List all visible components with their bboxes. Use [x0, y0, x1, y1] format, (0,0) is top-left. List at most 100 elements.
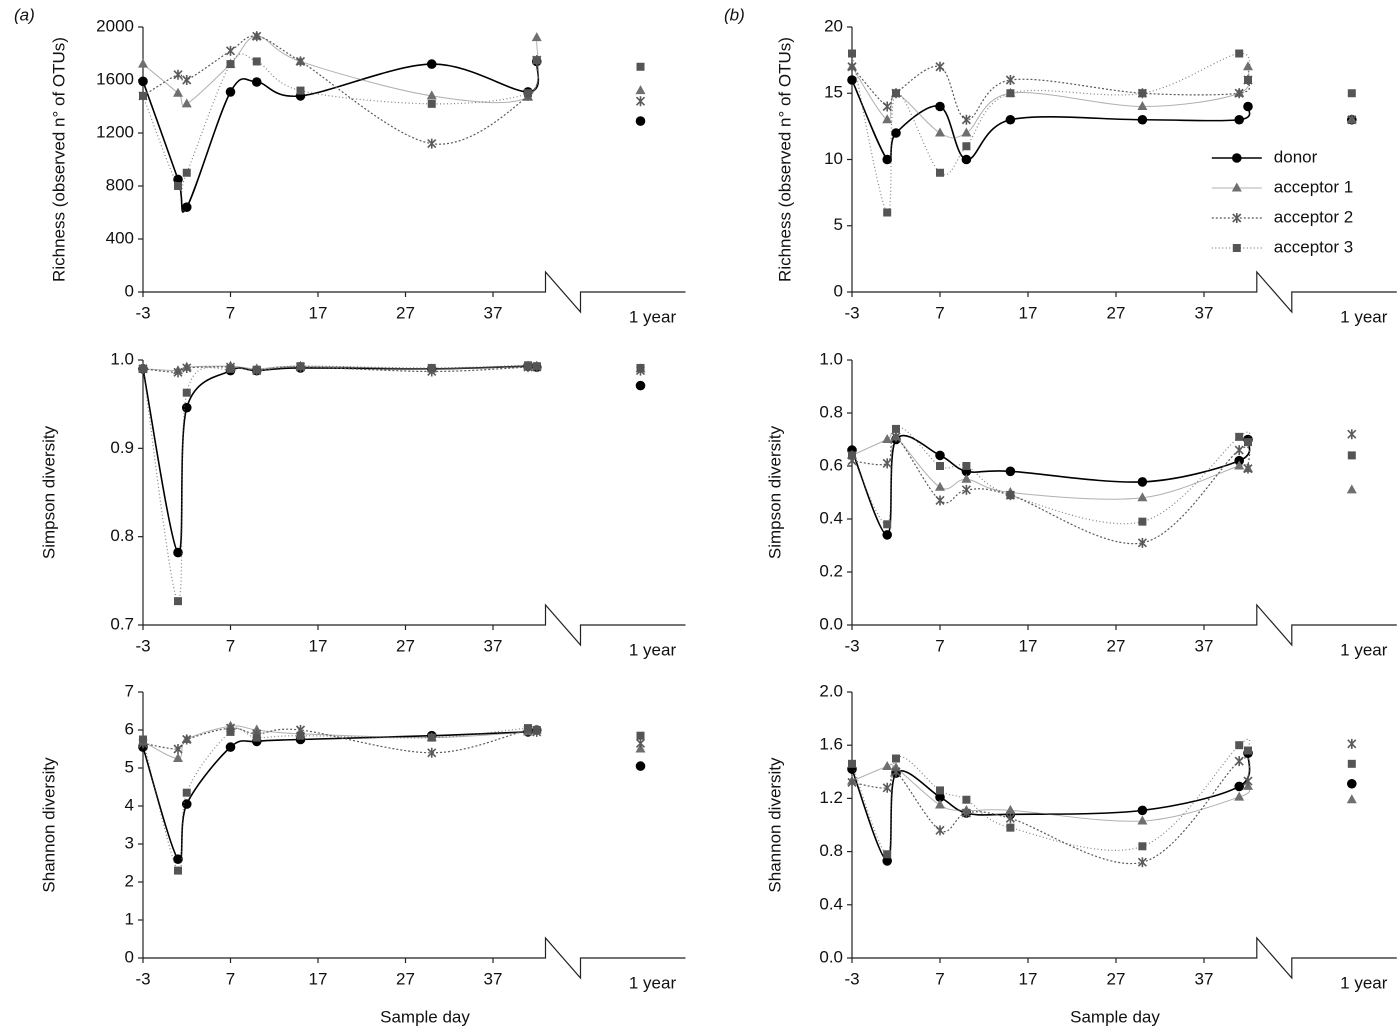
marker	[181, 799, 192, 809]
x-tick-label: -3	[844, 636, 859, 655]
marker	[635, 761, 646, 771]
marker	[935, 101, 945, 112]
marker	[139, 91, 147, 100]
marker	[1235, 741, 1244, 750]
marker	[935, 481, 945, 491]
series-line	[142, 365, 540, 554]
x-tick-label: 37	[484, 303, 503, 322]
y-tick-label: 7	[125, 681, 134, 700]
y-tick-label: 0.2	[819, 561, 843, 580]
y-tick-label: 0.8	[819, 402, 843, 421]
panel-label: (b)	[724, 5, 745, 24]
x-tick-label: 27	[1107, 636, 1126, 655]
marker	[138, 76, 148, 87]
marker	[173, 69, 183, 80]
x-tick-label: 17	[1019, 969, 1038, 988]
series-line	[142, 35, 539, 106]
marker	[635, 380, 646, 391]
marker	[226, 364, 235, 373]
marker	[427, 733, 436, 742]
x-tick-label: 7	[935, 969, 944, 988]
marker	[882, 856, 892, 866]
marker	[1005, 75, 1015, 85]
x-tick-label: 27	[396, 636, 415, 655]
marker	[962, 795, 971, 804]
series-line	[142, 364, 539, 602]
y-tick-label: 1.0	[819, 349, 843, 368]
marker	[961, 808, 971, 819]
marker	[1243, 101, 1253, 112]
marker	[1243, 463, 1253, 474]
marker	[1232, 213, 1242, 223]
marker	[1232, 153, 1242, 163]
x-tick-label: 7	[226, 969, 235, 988]
marker	[1231, 182, 1242, 192]
x-tick-label: 27	[396, 969, 415, 988]
marker	[181, 98, 192, 108]
marker	[1006, 89, 1015, 98]
marker	[531, 32, 542, 42]
marker	[427, 363, 436, 372]
x-axis-label: Sample day	[1070, 1007, 1160, 1026]
marker	[1243, 776, 1253, 787]
y-tick-label: 5	[834, 215, 843, 234]
marker	[1346, 794, 1357, 804]
marker	[1005, 114, 1016, 125]
marker	[524, 89, 532, 98]
marker	[182, 388, 191, 397]
panel-label: (a)	[14, 5, 35, 24]
marker	[181, 402, 192, 413]
series-line	[851, 432, 1251, 500]
marker	[848, 49, 856, 58]
marker	[1234, 791, 1245, 801]
marker	[252, 31, 262, 42]
marker	[892, 424, 900, 433]
marker	[427, 747, 437, 758]
marker	[882, 101, 892, 112]
y-tick-label: 0	[125, 947, 134, 966]
marker	[226, 60, 235, 69]
marker	[1006, 823, 1015, 832]
marker	[636, 62, 645, 71]
marker	[935, 799, 945, 809]
marker	[173, 854, 183, 864]
y-tick-label: 2	[125, 871, 134, 890]
marker	[1347, 759, 1356, 768]
marker	[882, 434, 893, 443]
marker	[935, 495, 945, 506]
break-label: 1 year	[629, 973, 677, 992]
marker	[1137, 815, 1148, 825]
marker	[1347, 778, 1357, 789]
marker	[935, 61, 945, 72]
x-tick-label: 27	[1107, 969, 1126, 988]
marker	[635, 738, 646, 749]
y-tick-label: 1.0	[110, 349, 134, 368]
marker	[1234, 756, 1244, 767]
y-axis-label: Richness (observed n° of OTUs)	[775, 37, 794, 282]
marker	[182, 362, 192, 373]
series-line	[851, 65, 1251, 121]
y-tick-label: 10	[824, 149, 843, 168]
y-tick-label: 5	[125, 757, 134, 776]
marker	[883, 520, 892, 529]
x-axis	[143, 270, 686, 314]
break-label: 1 year	[629, 640, 677, 659]
x-tick-label: -3	[135, 636, 150, 655]
marker	[1137, 101, 1148, 110]
marker	[883, 850, 892, 859]
marker	[961, 154, 972, 165]
y-tick-label: 1	[125, 909, 134, 928]
marker	[173, 87, 183, 97]
y-tick-label: 0.6	[819, 455, 843, 474]
x-tick-label: 17	[1019, 303, 1038, 322]
y-tick-label: 0.7	[110, 614, 134, 633]
marker	[1347, 451, 1356, 460]
marker	[1137, 114, 1148, 125]
marker	[848, 759, 856, 768]
legend-label: donor	[1274, 147, 1318, 166]
marker	[892, 89, 900, 98]
y-tick-label: 0.4	[819, 894, 843, 913]
marker	[935, 127, 945, 137]
x-axis	[852, 603, 1397, 647]
marker	[935, 825, 945, 836]
